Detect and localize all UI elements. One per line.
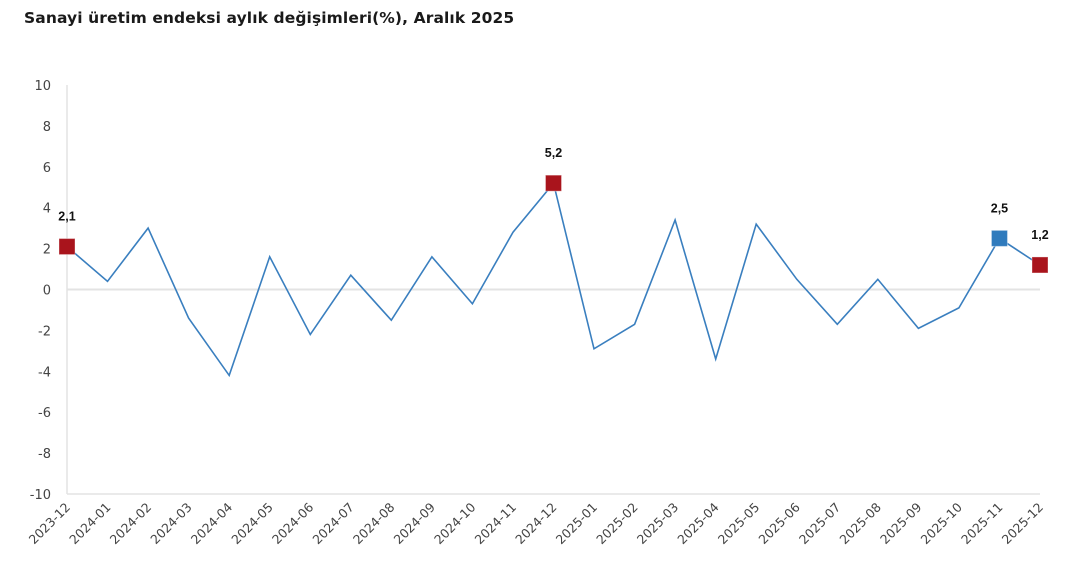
y-tick-label: 10 [34,79,51,94]
highlight-marker [545,174,562,192]
y-tick-label: -10 [30,488,51,503]
x-tick-label: 2025-11 [958,500,1006,548]
x-tick-label: 2024-02 [107,500,155,548]
y-tick-label: -6 [38,406,51,421]
highlight-marker [1031,256,1049,274]
x-tick-label: 2024-06 [269,499,317,547]
x-tick-label: 2024-03 [147,500,195,548]
chart-title: Sanayi üretim endeksi aylık değişimleri(… [24,9,515,27]
x-tick-label: 2024-08 [350,499,398,547]
y-tick-label: -4 [38,365,51,380]
axes: 1086420-2-4-6-8-102023-122024-012024-022… [26,79,1047,547]
x-tick-label: 2025-07 [796,500,844,548]
x-tick-label: 2025-02 [593,500,641,548]
y-tick-label: 6 [43,161,51,176]
x-tick-label: 2023-12 [26,500,74,548]
x-tick-label: 2025-09 [877,499,925,547]
x-tick-label: 2025-03 [634,500,682,548]
data-label: 5,2 [545,146,562,160]
x-tick-label: 2024-10 [431,499,479,547]
data-label: 2,1 [58,210,75,224]
x-tick-label: 2024-11 [472,500,520,548]
data-label: 2,5 [991,201,1008,215]
x-tick-label: 2024-01 [66,500,114,548]
y-tick-label: 0 [43,284,51,299]
highlight-markers: 2,1 5,2 2,5 1,2 [58,146,1049,274]
x-tick-label: 2025-08 [836,499,884,547]
y-tick-label: -8 [38,447,51,462]
x-tick-label: 2025-04 [674,499,722,547]
x-tick-label: 2025-06 [755,499,803,547]
x-tick-label: 2024-04 [188,499,236,547]
y-tick-label: 4 [43,202,51,217]
data-label: 1,2 [1031,228,1048,242]
y-tick-label: -2 [38,324,51,339]
x-tick-label: 2025-10 [917,499,965,547]
series-line [66,181,1041,378]
highlight-marker [58,238,76,256]
x-tick-label: 2024-05 [228,500,276,548]
x-tick-label: 2025-05 [715,500,763,548]
y-tick-label: 2 [43,243,51,258]
x-tick-label: 2025-12 [999,500,1047,548]
y-tick-label: 8 [43,120,51,135]
x-tick-label: 2024-12 [512,500,560,548]
x-tick-label: 2024-09 [390,499,438,547]
x-tick-label: 2025-01 [553,500,601,548]
x-tick-label: 2024-07 [309,500,357,548]
highlight-marker [990,229,1008,247]
data-series [66,181,1041,378]
